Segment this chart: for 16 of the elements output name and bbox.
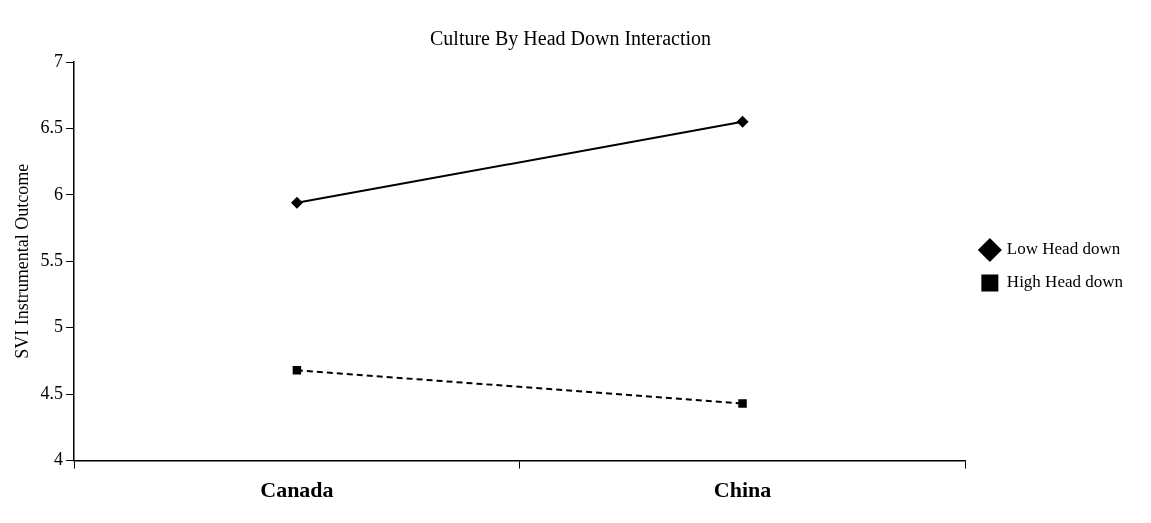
y-tick-label: 4 <box>54 449 64 470</box>
y-tick-label: 5.5 <box>40 250 64 271</box>
y-tick-label: 4.5 <box>40 382 64 403</box>
y-tick-label: 6.5 <box>40 117 64 138</box>
x-tick-label: China <box>713 477 772 503</box>
y-axis-title: SVI Instrumental Outcome <box>11 163 32 359</box>
y-tick-label: 5 <box>54 316 64 337</box>
y-tick-label: 7 <box>54 50 64 71</box>
chart-title: Culture By Head Down Interaction <box>429 27 712 51</box>
point <box>736 115 749 128</box>
legend-label: High Head down <box>1006 272 1124 292</box>
point <box>290 196 303 209</box>
legend-label: Low Head down <box>1006 239 1121 259</box>
y-tick-label: 6 <box>54 183 64 204</box>
point <box>738 399 747 408</box>
x-tick-label: Canada <box>260 477 334 503</box>
